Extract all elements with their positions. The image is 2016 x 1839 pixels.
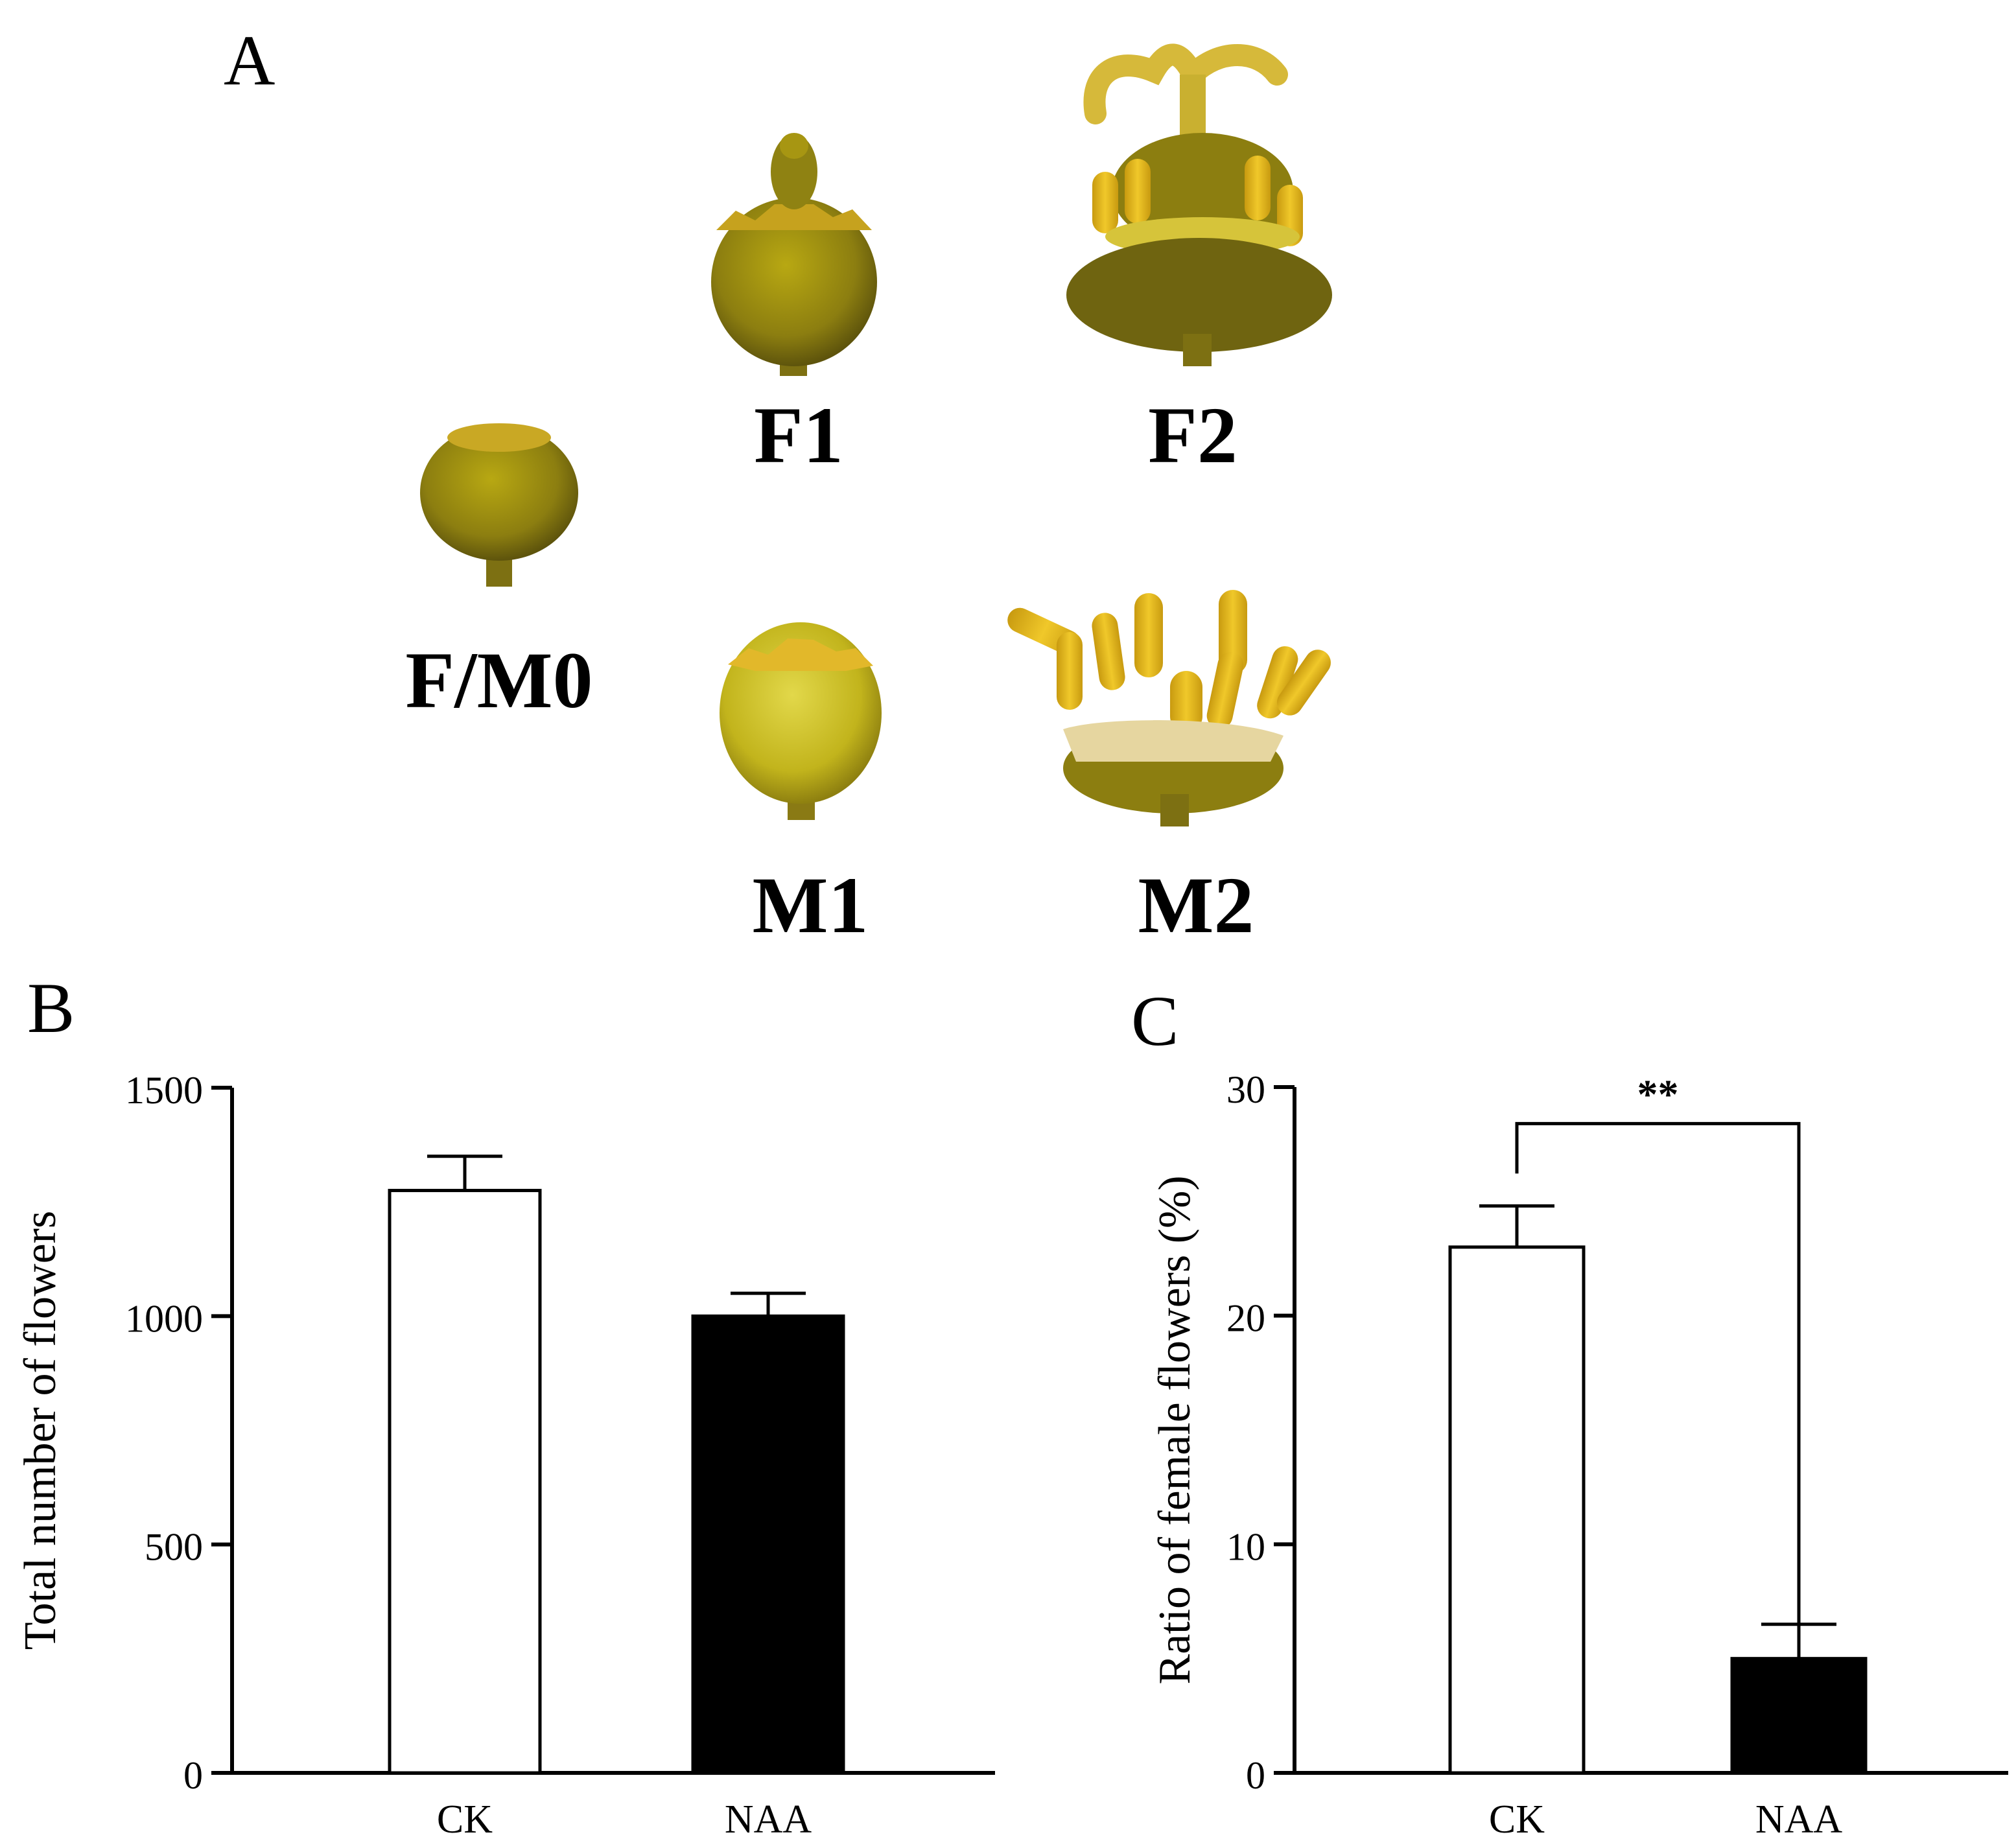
bar-ck	[388, 1189, 542, 1775]
flower-f-m0-image	[420, 423, 578, 587]
stage-label-f2: F2	[1148, 391, 1237, 480]
y-tick-label-2: 1000	[125, 1297, 203, 1340]
stage-label-f-m0: F/M0	[405, 636, 593, 725]
stage-label-m1: M1	[752, 861, 869, 950]
significance-bracket	[1515, 1121, 1801, 1624]
flower-f1-image	[711, 133, 877, 376]
x-category-label-naa: NAA	[1755, 1798, 1843, 1839]
x-category-label-naa: NAA	[725, 1798, 812, 1839]
flower-m2-image	[1007, 590, 1331, 826]
panel-c-letter: C	[1131, 981, 1179, 1060]
bar-ck	[1448, 1245, 1586, 1775]
y-tick-label-2: 20	[1226, 1297, 1265, 1340]
y-tick-label-3: 30	[1226, 1068, 1265, 1111]
x-category-label-ck: CK	[437, 1798, 493, 1839]
panel-a-letter: A	[224, 21, 275, 100]
y-tick-label-1: 500	[145, 1526, 203, 1569]
y-axis-label: Ratio of female flowers (%)	[1150, 1175, 1200, 1684]
bar-naa	[1730, 1657, 1868, 1775]
flower-m1-image	[720, 622, 882, 820]
stage-label-f1: F1	[754, 391, 843, 480]
chart-c: 0 10 20 30 Ratio of female flowers (%) CK NAA *…	[1150, 1068, 2008, 1839]
bar-naa	[691, 1314, 845, 1775]
y-tick-label-0: 0	[183, 1754, 203, 1797]
panel-b-letter: B	[27, 968, 75, 1048]
stage-label-m2: M2	[1138, 861, 1254, 950]
y-tick-label-1: 10	[1226, 1525, 1265, 1568]
y-axis-label: Total number of flowers	[16, 1211, 65, 1650]
flower-f2-image	[1066, 43, 1332, 366]
y-tick-label-3: 1500	[125, 1069, 203, 1112]
significance-label: **	[1637, 1071, 1679, 1117]
x-category-label-ck: CK	[1489, 1798, 1545, 1839]
chart-b: 0 500 1000 1500 Total number of flowers CK NAA	[16, 1069, 995, 1839]
y-tick-label-0: 0	[1246, 1754, 1265, 1797]
